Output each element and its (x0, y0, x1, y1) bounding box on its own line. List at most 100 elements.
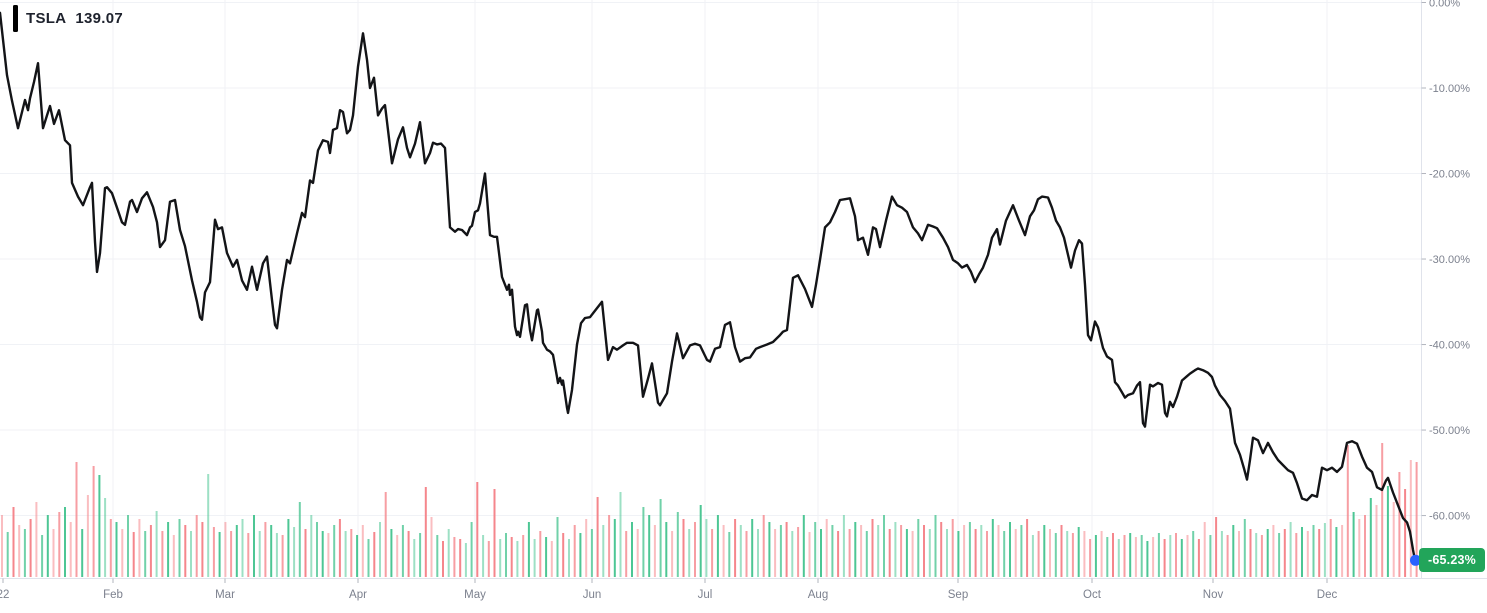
time-axis-label[interactable]: Oct (1083, 589, 1102, 601)
time-axis-label[interactable]: Nov (1203, 589, 1224, 601)
volume-bar (109, 519, 112, 577)
volume-bar (1243, 519, 1246, 577)
volume-bar (1266, 529, 1269, 577)
volume-bar (23, 529, 26, 577)
volume-bar (505, 533, 507, 577)
volume-bar (820, 529, 822, 577)
volume-bar (1037, 531, 1040, 577)
volume-bar (1026, 519, 1029, 577)
time-axis-label[interactable]: Feb (103, 589, 123, 601)
volume-bar (1157, 533, 1160, 577)
volume-bar (602, 525, 605, 577)
volume-bar (779, 525, 782, 577)
volume-bar (1226, 535, 1229, 577)
volume-bar (527, 522, 530, 577)
volume-bar (287, 519, 290, 577)
volume-bar (1386, 486, 1389, 577)
volume-bar (1404, 489, 1407, 577)
volume-bar (533, 539, 536, 577)
volume-bar (1129, 533, 1132, 577)
volume-bar (149, 525, 152, 577)
price-axis-label[interactable]: -20.00% (1429, 169, 1470, 181)
volume-bar (81, 529, 84, 577)
volume-bar (699, 505, 702, 577)
volume-bar (1369, 498, 1372, 577)
price-axis-label[interactable]: -50.00% (1429, 425, 1470, 437)
volume-bar (1152, 537, 1155, 577)
volume-bar (356, 535, 359, 577)
volume-bar (842, 515, 845, 577)
volume-bar (379, 522, 381, 577)
volume-bar (327, 533, 330, 577)
volume-bar (1381, 443, 1384, 577)
volume-bar (1415, 462, 1418, 577)
volume-bar (894, 522, 897, 577)
volume-bar (1260, 535, 1263, 577)
time-axis-label[interactable]: Sep (948, 589, 968, 601)
volume-bar (58, 512, 61, 577)
volume-bar (161, 531, 164, 577)
volume-bar (470, 522, 473, 577)
volume-bar (940, 522, 943, 577)
volume-bar (1146, 541, 1149, 577)
time-axis-label[interactable]: May (464, 589, 486, 601)
volume-bar (757, 529, 759, 577)
time-axis-label[interactable]: Aug (808, 589, 828, 601)
volume-bar (831, 525, 834, 577)
volume-bar (848, 529, 851, 577)
volume-bar (230, 531, 233, 577)
volume-bar (184, 525, 187, 577)
volume-bar (900, 525, 903, 577)
volume-bar (476, 482, 479, 577)
time-axis-label[interactable]: Dec (1317, 589, 1338, 601)
time-axis-label[interactable]: Jul (698, 589, 713, 601)
volume-bar (453, 537, 456, 577)
volume-bar (1203, 522, 1206, 577)
volume-bar (1192, 531, 1195, 577)
volume-bar (808, 532, 811, 577)
time-axis-label[interactable]: 22 (0, 589, 9, 601)
time-axis-label[interactable]: Apr (349, 589, 367, 601)
volume-bar (316, 522, 318, 577)
volume-bar (6, 532, 9, 577)
price-axis-label[interactable]: -60.00% (1429, 511, 1470, 523)
price-axis-label[interactable]: -10.00% (1429, 83, 1470, 95)
volume-bar (373, 532, 376, 577)
volume-bar (1375, 505, 1378, 577)
time-axis-label[interactable]: Mar (215, 589, 235, 601)
volume-bar (791, 531, 794, 577)
volume-bar (1278, 533, 1281, 577)
volume-bar (865, 531, 868, 577)
volume-bar (1301, 527, 1303, 577)
volume-bar (997, 525, 1000, 577)
symbol-legend[interactable]: TSLA 139.07 (13, 5, 123, 32)
volume-bar (46, 515, 49, 577)
volume-bar (447, 529, 450, 577)
time-axis-label[interactable]: Jun (583, 589, 602, 601)
volume-bar (1180, 539, 1183, 577)
volume-bar (1232, 525, 1235, 577)
volume-bar (396, 535, 399, 577)
volume-bar (705, 519, 708, 577)
volume-bar (1283, 529, 1286, 577)
volume-bar (579, 533, 582, 577)
volume-bar (1060, 525, 1063, 577)
price-axis-label[interactable]: 0.00% (1429, 0, 1460, 10)
volume-bar (310, 515, 313, 577)
volume-bar (1358, 519, 1361, 577)
volume-bar (516, 541, 519, 577)
price-axis-label[interactable]: -30.00% (1429, 254, 1470, 266)
volume-bar (568, 539, 570, 577)
price-axis-label[interactable]: -40.00% (1429, 340, 1470, 352)
volume-bar (1220, 531, 1223, 577)
volume-bar (991, 519, 994, 577)
price-line (0, 11, 1417, 562)
volume-bar (281, 535, 284, 577)
volume-bar (1341, 525, 1344, 577)
volume-bar (928, 529, 931, 577)
volume-bar (127, 515, 129, 577)
volume-bar (1186, 535, 1189, 577)
volume-bar (86, 495, 89, 577)
